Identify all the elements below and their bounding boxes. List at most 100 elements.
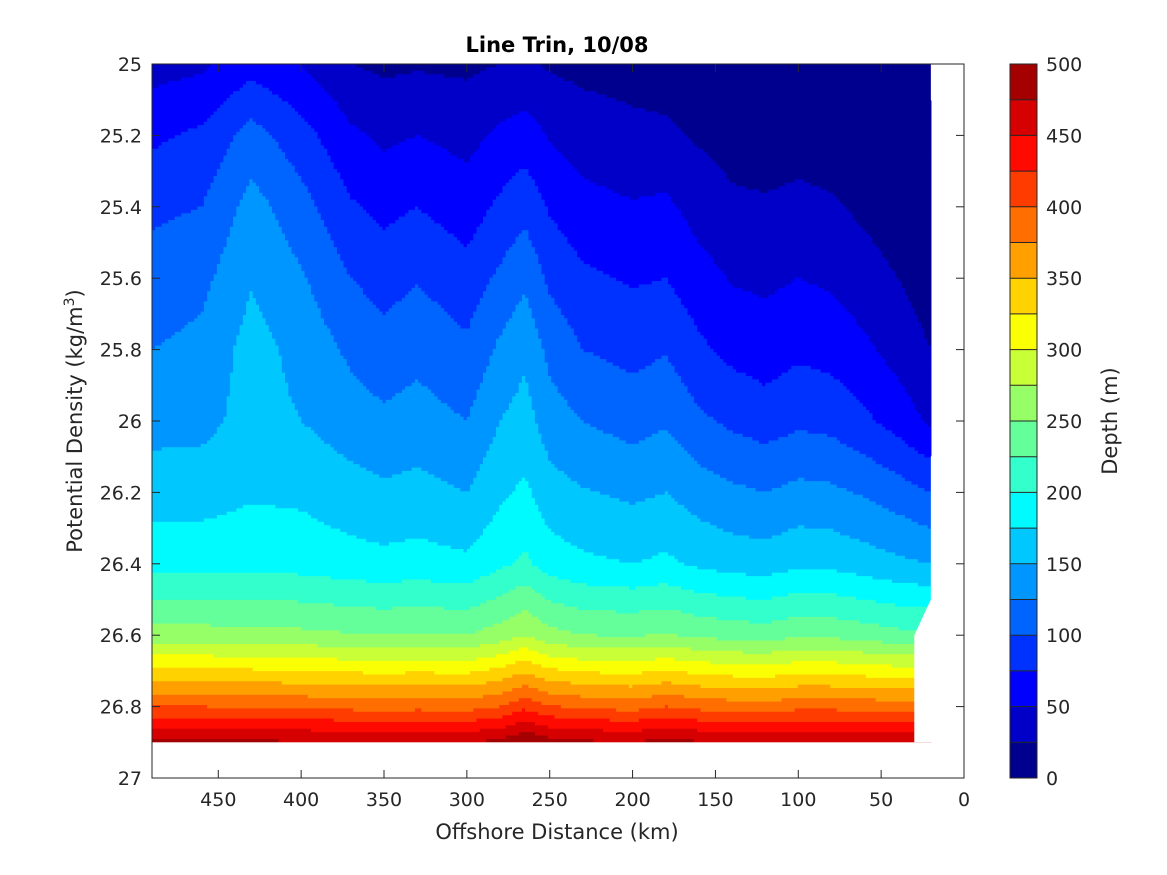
contour-cell — [901, 437, 932, 442]
contour-cell — [632, 684, 702, 689]
contour-cell — [833, 294, 909, 299]
contour-cell — [667, 359, 724, 364]
contour-cell — [447, 403, 474, 408]
contour-cell — [152, 501, 504, 506]
contour-cell — [778, 287, 825, 292]
contour-cell — [369, 135, 416, 140]
contour-cell — [525, 477, 572, 482]
contour-cell — [658, 111, 932, 116]
contour-cell — [833, 192, 932, 197]
contour-cell — [343, 260, 504, 265]
contour-cell — [518, 111, 530, 116]
contour-cell — [645, 108, 932, 113]
contour-cell — [638, 718, 698, 723]
contour-cell — [152, 447, 163, 452]
contour-cell — [531, 399, 568, 404]
contour-cell — [515, 308, 533, 313]
contour-cell — [152, 325, 186, 330]
contour-cell — [152, 426, 218, 431]
contour-cell — [229, 382, 289, 387]
contour-cell — [152, 118, 208, 123]
contour-cell — [275, 138, 322, 143]
contour-cell — [152, 474, 380, 479]
contour-cell — [476, 474, 568, 479]
contour-cell — [745, 484, 783, 489]
contour-cell — [161, 342, 237, 347]
contour-cell — [544, 359, 607, 364]
contour-cell — [492, 440, 543, 445]
contour-cell — [499, 423, 539, 428]
contour-cell — [294, 169, 338, 174]
contour-cell — [281, 362, 348, 367]
contour-cell — [463, 158, 471, 163]
contour-cell — [616, 277, 663, 282]
contour-cell — [216, 264, 302, 269]
contour-cell — [275, 342, 338, 347]
y-axis-label-superscript: 3 — [62, 297, 78, 306]
contour-cell — [285, 376, 358, 381]
contour-cell — [765, 382, 844, 387]
contour-cell — [152, 515, 218, 520]
contour-cell — [693, 589, 932, 594]
contour-cell — [713, 348, 877, 353]
contour-cell — [742, 433, 789, 438]
contour-cell — [538, 253, 578, 258]
contour-cell — [538, 335, 578, 340]
contour-cell — [311, 125, 358, 130]
contour-cell — [560, 704, 666, 709]
contour-cell — [152, 694, 309, 699]
contour-cell — [479, 643, 568, 648]
contour-cell — [489, 443, 546, 448]
contour-cell — [288, 386, 367, 391]
contour-cell — [677, 501, 877, 506]
contour-cell — [505, 250, 536, 255]
colorbar-swatch — [1010, 421, 1037, 458]
contour-cell — [233, 135, 273, 140]
contour-cell — [921, 416, 932, 421]
contour-cell — [207, 294, 250, 299]
contour-cell — [421, 287, 487, 292]
contour-cell — [541, 270, 604, 275]
contour-cell — [590, 423, 724, 428]
contour-cell — [479, 382, 520, 387]
contour-cell — [541, 511, 692, 516]
contour-cell — [577, 657, 656, 662]
contour-cell — [288, 158, 332, 163]
contour-cell — [265, 196, 312, 201]
contour-cell — [528, 236, 568, 241]
x-tick-label: 300 — [449, 789, 485, 811]
contour-cell — [301, 64, 358, 68]
contour-cell — [152, 626, 302, 631]
contour-fill-layer — [152, 64, 932, 743]
contour-cell — [272, 209, 319, 214]
contour-cell — [207, 189, 247, 194]
contour-cell — [674, 203, 844, 208]
contour-cell — [285, 233, 332, 238]
contour-cell — [697, 236, 874, 241]
contour-cell — [346, 270, 497, 275]
contour-cell — [875, 698, 932, 703]
contour-cell — [645, 498, 676, 503]
contour-cell — [547, 725, 932, 730]
contour-cell — [298, 260, 345, 265]
contour-cell — [229, 94, 280, 99]
contour-cell — [252, 667, 491, 672]
contour-cell — [356, 376, 484, 381]
contour-cell — [236, 338, 276, 343]
contour-cell — [294, 108, 341, 113]
contour-cell — [346, 362, 491, 367]
contour-cell — [528, 610, 617, 615]
contour-cell — [152, 369, 234, 374]
contour-cell — [667, 704, 932, 709]
contour-cell — [278, 345, 338, 350]
contour-cell — [385, 399, 442, 404]
contour-cell — [924, 487, 932, 492]
contour-cell — [551, 216, 685, 221]
contour-cell — [382, 311, 387, 316]
contour-cell — [152, 725, 507, 730]
contour-cell — [716, 525, 799, 530]
contour-cell — [317, 301, 374, 306]
contour-cell — [872, 236, 932, 241]
contour-cell — [599, 671, 643, 676]
contour-cell — [437, 301, 481, 306]
